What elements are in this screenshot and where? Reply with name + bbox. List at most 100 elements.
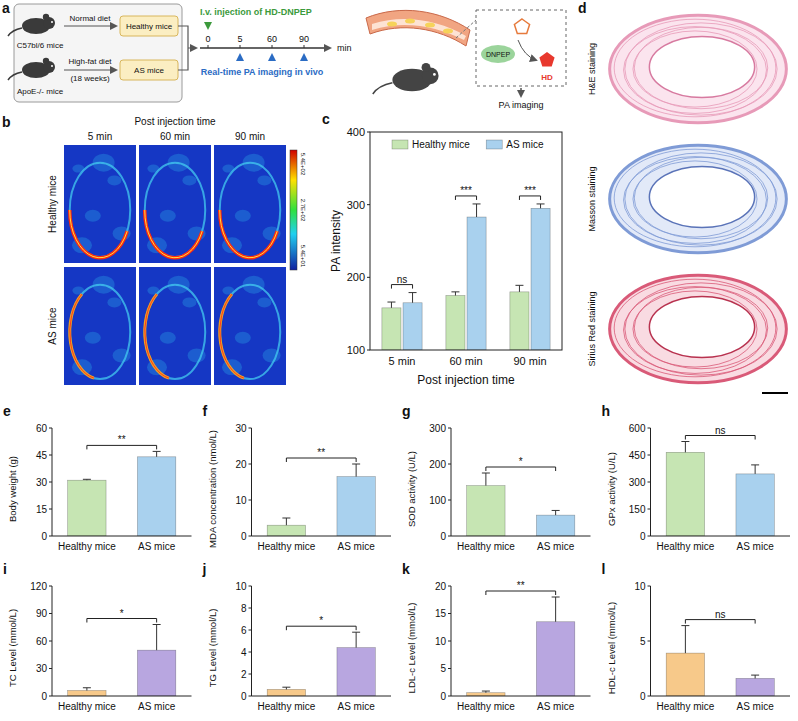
significance-label: * bbox=[319, 615, 323, 626]
y-tick-label: 20 bbox=[235, 459, 247, 470]
plot-marks bbox=[382, 204, 550, 350]
bar bbox=[536, 622, 574, 696]
bar bbox=[510, 292, 529, 350]
pa-speckle bbox=[160, 210, 176, 222]
error-cap bbox=[515, 285, 523, 286]
vessel-layer bbox=[614, 19, 776, 117]
pa-signal bbox=[145, 210, 202, 258]
zoom-line bbox=[456, 20, 476, 38]
stain-image bbox=[610, 15, 787, 122]
error-bar bbox=[391, 302, 392, 308]
vessel-layer bbox=[633, 161, 757, 237]
significance-bracket bbox=[87, 619, 157, 623]
y-tick bbox=[249, 586, 252, 587]
error-bar bbox=[555, 597, 556, 622]
pa-signal-core bbox=[145, 210, 202, 258]
y-tick bbox=[648, 509, 651, 510]
significance-label: ns bbox=[715, 609, 726, 620]
plot-marks bbox=[467, 473, 575, 536]
panel-letter: k bbox=[402, 561, 410, 577]
pa-body-outline bbox=[70, 285, 130, 379]
pa-signal-core bbox=[220, 210, 277, 258]
y-tick bbox=[49, 455, 52, 456]
x-tick-label: Healthy mice bbox=[457, 701, 515, 712]
error-cap bbox=[352, 632, 360, 633]
vessel-wall bbox=[610, 275, 787, 382]
pa-background bbox=[139, 145, 211, 263]
pa-background bbox=[214, 145, 286, 263]
significance-bracket bbox=[391, 285, 412, 289]
y-tick-label: 60 bbox=[36, 423, 48, 434]
x-tick-label: Healthy mice bbox=[58, 701, 116, 712]
chart-l: l0510Healthy miceAS miceHDL-c Level (mmo… bbox=[602, 561, 791, 712]
y-axis-title: MDA concentration (nmol/L) bbox=[207, 430, 218, 548]
zoom-box bbox=[476, 10, 566, 86]
y-tick-label: 4 bbox=[241, 647, 247, 658]
legend-swatch bbox=[486, 140, 502, 149]
error-cap bbox=[482, 473, 490, 474]
vessel-layer bbox=[634, 157, 767, 238]
panel-letter: j bbox=[202, 561, 207, 577]
vessel-lumen bbox=[372, 19, 466, 40]
error-bar bbox=[356, 632, 357, 647]
y-tick bbox=[367, 277, 370, 278]
y-tick bbox=[49, 509, 52, 510]
bar bbox=[137, 457, 175, 536]
x-tick-label: Healthy mice bbox=[656, 701, 714, 712]
imaging-marker bbox=[236, 53, 244, 61]
significance-bracket bbox=[486, 467, 556, 471]
x-axis bbox=[651, 696, 791, 697]
arrow bbox=[64, 69, 116, 70]
row-label: Sirius Red staining bbox=[587, 291, 597, 366]
pa-speckle bbox=[182, 175, 196, 185]
x-axis bbox=[52, 536, 192, 537]
label: PA imaging bbox=[499, 100, 544, 110]
y-tick bbox=[448, 641, 451, 642]
pa-background bbox=[139, 267, 211, 385]
y-tick bbox=[448, 613, 451, 614]
y-tick-label: 120 bbox=[30, 581, 47, 592]
x-axis bbox=[252, 696, 392, 697]
error-cap bbox=[282, 518, 290, 519]
y-tick bbox=[648, 586, 651, 587]
pa-signal bbox=[220, 210, 277, 258]
panel-b: bPost injection time5 min60 min90 minHea… bbox=[2, 114, 306, 385]
y-tick-label: 10 bbox=[235, 495, 247, 506]
chart-f: f0102030Healthy miceAS miceMDA concentra… bbox=[203, 403, 392, 552]
panel-d: dH&E stainingMasson stainingSirius Red s… bbox=[578, 0, 788, 393]
y-tick bbox=[648, 455, 651, 456]
y-tick bbox=[249, 536, 252, 537]
y-tick bbox=[648, 641, 651, 642]
bar bbox=[736, 474, 774, 536]
plaque bbox=[425, 23, 435, 28]
error-bar bbox=[156, 625, 157, 651]
label: I.v. injection of HD-DNPEP bbox=[200, 7, 312, 17]
bar bbox=[666, 452, 704, 536]
x-tick-label: AS mice bbox=[537, 701, 575, 712]
imaging-marker bbox=[268, 53, 276, 61]
arrow bbox=[520, 88, 522, 96]
chart-h: h0150300450600Healthy miceAS miceGPx act… bbox=[602, 403, 791, 552]
y-tick bbox=[448, 668, 451, 669]
y-axis bbox=[251, 428, 252, 536]
arrow bbox=[64, 25, 116, 26]
pa-body-outline bbox=[70, 163, 130, 257]
plot-marks bbox=[267, 464, 375, 536]
y-tick bbox=[249, 500, 252, 501]
label: HD bbox=[541, 73, 553, 82]
pa-image bbox=[214, 145, 286, 263]
y-tick bbox=[49, 668, 52, 669]
error-cap bbox=[482, 691, 490, 692]
vessel-wall bbox=[610, 15, 787, 122]
x-tick-label: AS mice bbox=[138, 701, 176, 712]
bar bbox=[267, 689, 305, 696]
row-label: H&E staining bbox=[587, 43, 597, 95]
y-tick bbox=[448, 464, 451, 465]
pa-signal-core bbox=[220, 294, 244, 378]
error-cap bbox=[387, 302, 395, 303]
vessel-lumen bbox=[649, 297, 754, 358]
connector bbox=[178, 26, 196, 70]
y-tick bbox=[448, 696, 451, 697]
y-tick bbox=[648, 428, 651, 429]
x-tick-label: Healthy mice bbox=[457, 541, 515, 552]
